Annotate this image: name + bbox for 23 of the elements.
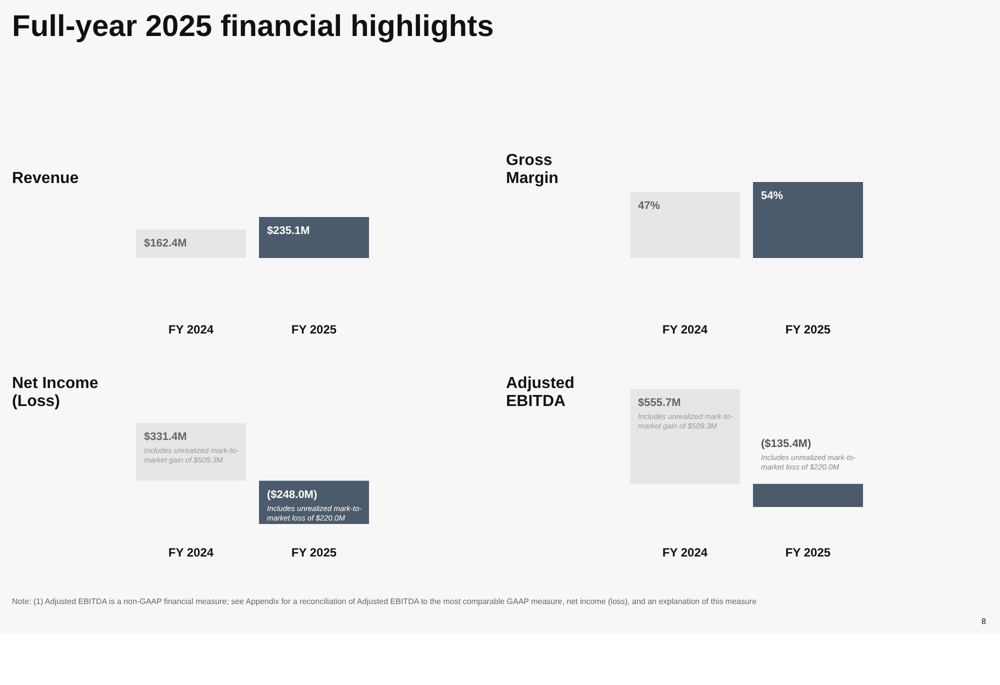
chart-title: Net Income (Loss) <box>12 375 98 410</box>
data-label: ($135.4M) <box>761 438 812 450</box>
data-label: 54% <box>761 190 784 202</box>
text: Full-year 2025 financial highlights <box>12 10 494 43</box>
x-tick-label: FY 2025 <box>785 322 831 336</box>
text: Note: (1) Adjusted EBITDA is a non-GAAP financial measure; see Appendix for a reconciliation of Adjusted EBITDA to the most comparable GAAP measure, net income (loss), and an explanation of this measure <box>12 597 758 606</box>
data-label: $162.4M <box>144 238 187 250</box>
text: 8 <box>982 617 987 626</box>
x-tick-label: FY 2024 <box>662 322 708 336</box>
chart-title: Adjusted EBITDA <box>506 375 574 410</box>
x-tick-label: FY 2024 <box>168 322 214 336</box>
data-label: 47% <box>638 200 660 212</box>
x-tick-label: FY 2025 <box>785 546 831 560</box>
data-label: ($248.0M) <box>267 488 318 501</box>
data-label: $555.7M <box>638 397 681 409</box>
x-tick-label: FY 2024 <box>168 546 214 560</box>
chart-title: Revenue <box>12 170 79 187</box>
x-tick-label: FY 2025 <box>291 322 337 336</box>
x-tick-label: FY 2025 <box>291 546 337 560</box>
chart-title: Gross Margin <box>506 152 558 187</box>
x-tick-label: FY 2024 <box>662 546 708 560</box>
data-label: $235.1M <box>267 225 310 237</box>
data-label: $331.4M <box>144 431 187 443</box>
